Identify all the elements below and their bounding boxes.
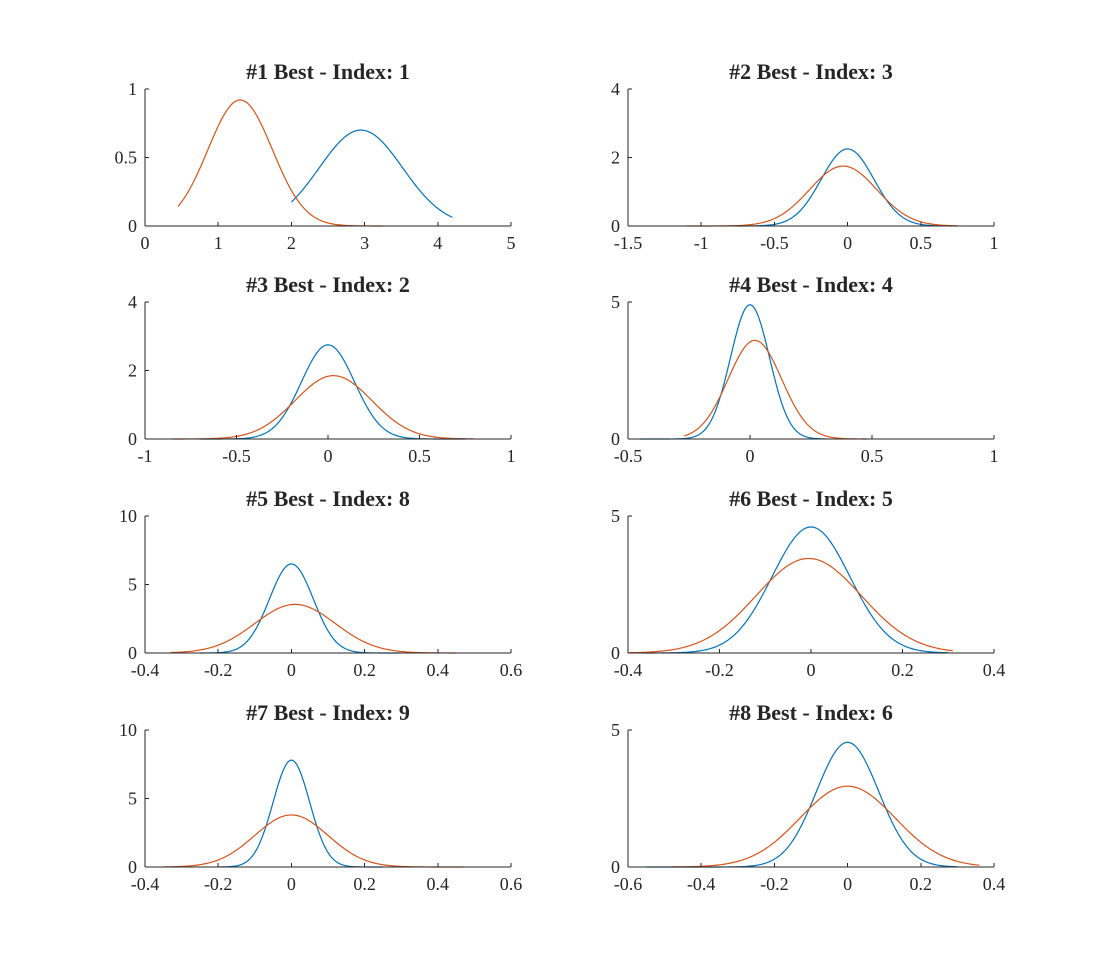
subplot-8: #8 Best - Index: 6 -0.6 -0.4 -0.2 0 0.2 0.4 0 5 <box>611 700 1005 894</box>
subplot-1-x-tick-label: 0 <box>141 233 150 253</box>
subplot-2-x-tick-label: -1 <box>694 233 709 253</box>
subplot-1-y-tick-label: 0.5 <box>115 148 138 168</box>
subplot-5-x-tick-label: 0.4 <box>427 660 450 680</box>
subplot-4-y-tick-label: 0 <box>611 429 620 449</box>
subplot-2-x-tick-label: -1.5 <box>614 233 643 253</box>
subplot-4-series-1-line <box>640 304 829 440</box>
subplot-8-series-2-line <box>671 785 980 868</box>
subplot-3-y-tick-label: 2 <box>128 361 137 381</box>
subplot-7-y-tick-label: 5 <box>128 789 137 809</box>
subplot-7-y-tick-label: 10 <box>119 720 137 740</box>
subplot-4-x-tick-label: 0.5 <box>861 446 884 466</box>
subplot-3-x-tick-label: -0.5 <box>222 446 251 466</box>
subplot-7-title: #7 Best - Index: 9 <box>246 700 410 725</box>
subplot-2-x-tick-label: 0 <box>843 233 852 253</box>
subplot-6-x-tick-label: -0.2 <box>705 660 734 680</box>
subplot-7-x-tick-label: -0.2 <box>204 874 233 894</box>
subplot-1: #1 Best - Index: 1 0 1 2 3 4 5 0 0.5 1 <box>115 59 516 253</box>
subplot-3-series-2-line <box>172 375 475 440</box>
subplot-6-series-1-line <box>641 526 949 654</box>
subplot-6-title: #6 Best - Index: 5 <box>729 486 893 511</box>
subplot-2-y-tick-label: 4 <box>611 79 620 99</box>
subplot-3: #3 Best - Index: 2 -1 -0.5 0 0.5 1 0 2 4 <box>128 272 516 466</box>
subplot-8-x-tick-label: -0.2 <box>760 874 789 894</box>
subplot-7-y-tick-label: 0 <box>128 857 137 877</box>
subplot-5-title: #5 Best - Index: 8 <box>246 486 410 511</box>
subplot-8-title: #8 Best - Index: 6 <box>729 700 893 725</box>
subplot-6-x-tick-label: -0.4 <box>614 660 643 680</box>
subplot-5-x-tick-label: -0.2 <box>204 660 233 680</box>
subplot-2-y-tick-label: 2 <box>611 148 620 168</box>
subplot-2-y-tick-label: 0 <box>611 216 620 236</box>
subplot-8-x-tick-label: 0.2 <box>910 874 933 894</box>
subplot-6-x-tick-label: 0.2 <box>891 660 914 680</box>
subplot-4-x-tick-label: 1 <box>990 446 999 466</box>
subplot-2-x-tick-label: 0.5 <box>910 233 933 253</box>
subplot-1-x-tick-label: 5 <box>507 233 516 253</box>
subplot-6-y-tick-label: 0 <box>611 643 620 663</box>
subplot-6-x-tick-label: 0.4 <box>983 660 1006 680</box>
subplot-6-series-2-line <box>627 557 953 654</box>
subplot-3-y-tick-label: 4 <box>128 292 137 312</box>
subplot-4-series-2-line <box>683 339 868 440</box>
subplot-2-series-1-line <box>737 148 943 227</box>
subplot-2: #2 Best - Index: 3 -1.5 -1 -0.5 0 0.5 1 0 2 4 <box>611 59 999 253</box>
subplot-3-title: #3 Best - Index: 2 <box>246 272 410 297</box>
subplot-2-x-tick-label: -0.5 <box>760 233 789 253</box>
subplot-1-x-tick-label: 2 <box>287 233 296 253</box>
subplot-2-series-2-line <box>686 165 958 227</box>
subplot-1-y-tick-label: 1 <box>128 79 137 99</box>
subplot-3-x-tick-label: 1 <box>507 446 516 466</box>
subplot-2-x-tick-label: 1 <box>990 233 999 253</box>
subplot-7-x-tick-label: 0.6 <box>500 874 523 894</box>
subplot-4-title: #4 Best - Index: 4 <box>729 272 893 297</box>
subplot-5-y-tick-label: 10 <box>119 506 137 526</box>
subplot-8-y-tick-label: 5 <box>611 720 620 740</box>
subplot-5-x-tick-label: 0.6 <box>500 660 523 680</box>
subplot-1-x-tick-label: 3 <box>360 233 369 253</box>
subplot-2-title: #2 Best - Index: 3 <box>729 59 893 84</box>
subplot-4-x-tick-label: -0.5 <box>614 446 643 466</box>
subplot-4-y-tick-label: 5 <box>611 292 620 312</box>
subplot-7-series-2-line <box>163 814 464 868</box>
subplot-1-series-2-line <box>177 99 383 227</box>
subplot-6: #6 Best - Index: 5 -0.4 -0.2 0 0.2 0.4 0 5 <box>611 486 1005 680</box>
subplot-3-y-tick-label: 0 <box>128 429 137 449</box>
subplot-8-series-1-line <box>646 741 958 868</box>
subplot-8-y-tick-label: 0 <box>611 857 620 877</box>
subplot-8-x-tick-label: 0.4 <box>983 874 1006 894</box>
subplot-3-x-tick-label: -1 <box>138 446 153 466</box>
subplot-5-y-tick-label: 5 <box>128 575 137 595</box>
subplot-7: #7 Best - Index: 9 -0.4 -0.2 0 0.2 0.4 0.6 0 5 10 <box>119 700 522 894</box>
subplot-8-x-tick-label: -0.4 <box>687 874 716 894</box>
subplot-8-x-tick-label: -0.6 <box>614 874 643 894</box>
subplot-7-x-tick-label: 0.2 <box>353 874 376 894</box>
subplot-5-x-tick-label: -0.4 <box>131 660 160 680</box>
subplot-3-x-tick-label: 0.5 <box>408 446 431 466</box>
subplot-5-series-2-line <box>170 603 457 654</box>
subplot-3-series-1-line <box>199 344 466 440</box>
subplot-5: #5 Best - Index: 8 -0.4 -0.2 0 0.2 0.4 0.6 0 5 10 <box>119 486 522 680</box>
subplot-6-y-tick-label: 5 <box>611 506 620 526</box>
subplot-5-x-tick-label: 0 <box>287 660 296 680</box>
subplot-7-series-1-line <box>218 759 383 868</box>
subplot-1-title: #1 Best - Index: 1 <box>246 59 410 84</box>
subplot-4: #4 Best - Index: 4-0.5 0 0.5 105 <box>611 272 999 466</box>
subplot-7-x-tick-label: -0.4 <box>131 874 160 894</box>
subplot-1-series-1-line <box>290 129 453 218</box>
subplot-7-x-tick-label: 0 <box>287 874 296 894</box>
subplot-8-x-tick-label: 0 <box>843 874 852 894</box>
subplot-6-x-tick-label: 0 <box>807 660 816 680</box>
subplot-5-x-tick-label: 0.2 <box>353 660 376 680</box>
subplot-1-x-tick-label: 4 <box>433 233 442 253</box>
subplot-1-x-tick-label: 1 <box>214 233 223 253</box>
subplot-4-x-tick-label: 0 <box>746 446 755 466</box>
subplot-7-x-tick-label: 0.4 <box>427 874 450 894</box>
subplot-3-x-tick-label: 0 <box>324 446 333 466</box>
subplot-1-y-tick-label: 0 <box>128 216 137 236</box>
subplot-5-y-tick-label: 0 <box>128 643 137 663</box>
